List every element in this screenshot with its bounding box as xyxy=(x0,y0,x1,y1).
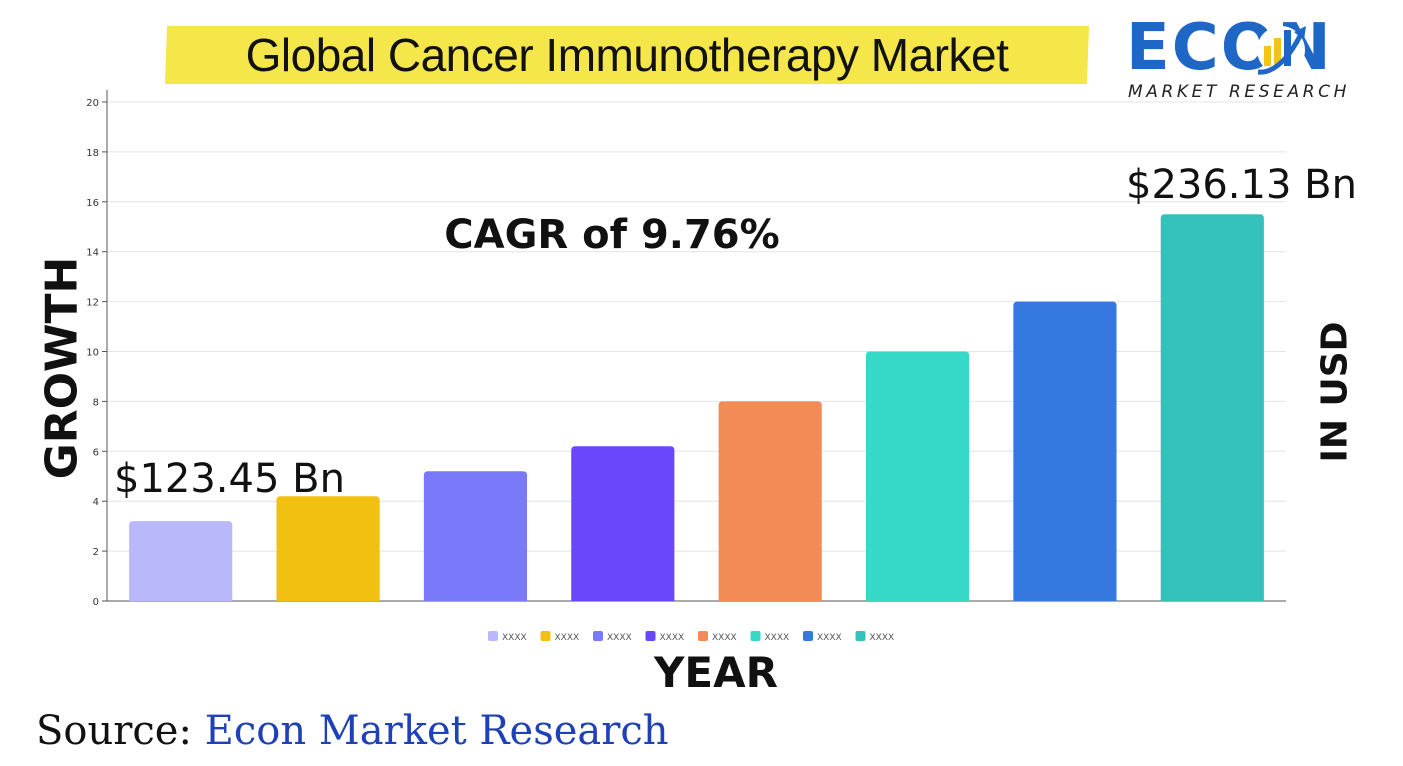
legend-swatch xyxy=(855,631,866,641)
chart-title: Global Cancer Immunotherapy Market xyxy=(245,29,1009,81)
legend-label: XXXX xyxy=(817,633,842,643)
bar-4 xyxy=(571,446,675,601)
legend-swatch xyxy=(750,631,761,641)
y-tick-label: 0 xyxy=(93,597,99,608)
end-value-label: $236.13 Bn xyxy=(1126,162,1357,208)
bars xyxy=(129,214,1264,601)
y-tick-label: 16 xyxy=(86,198,99,209)
legend-label: XXXX xyxy=(660,633,685,643)
logo-subtitle: MARKET RESEARCH xyxy=(1128,82,1350,102)
bar-2 xyxy=(276,496,380,601)
source-prefix: Source: xyxy=(36,708,192,754)
y-tick-label: 14 xyxy=(86,248,99,259)
legend-swatch xyxy=(698,631,708,641)
source-name: Econ Market Research xyxy=(204,708,669,754)
bar-6 xyxy=(865,351,970,601)
legend-swatch xyxy=(488,631,498,641)
cagr-annotation: CAGR of 9.76% xyxy=(444,212,779,258)
bar-7 xyxy=(1013,301,1117,601)
y-tick-label: 18 xyxy=(86,148,99,159)
brand-logo: ECON MARKET RESEARCH xyxy=(1124,10,1384,110)
legend-swatch xyxy=(645,631,656,641)
legend-label: XXXX xyxy=(502,633,527,643)
legend-label: XXXX xyxy=(555,633,580,643)
legend-swatch xyxy=(540,631,551,641)
bar-5 xyxy=(718,401,822,601)
y-tick-label: 8 xyxy=(93,397,99,408)
source-line: Source: Econ Market Research xyxy=(36,708,669,754)
legend-label: XXXX xyxy=(765,633,790,643)
legend: XXXX XXXX XXXX XXXX XXXX XXXX XXXX XXXX xyxy=(488,631,894,643)
growth-chart-icon xyxy=(1257,26,1306,75)
bar-3 xyxy=(423,471,528,601)
bar-8 xyxy=(1160,214,1264,601)
legend-swatch xyxy=(803,631,813,641)
y-tick-label: 6 xyxy=(93,447,99,458)
y-tick-label: 12 xyxy=(86,298,99,309)
legend-label: XXXX xyxy=(607,633,632,643)
y-tick-label: 2 xyxy=(93,547,99,558)
legend-label: XXXX xyxy=(870,633,895,643)
bar-1 xyxy=(129,521,233,601)
start-value-label: $123.45 Bn xyxy=(114,456,345,502)
y-tick-label: 10 xyxy=(86,348,99,359)
y-tick-label: 20 xyxy=(86,98,99,109)
x-axis-title: YEAR xyxy=(654,648,778,697)
legend-swatch xyxy=(593,631,603,641)
y-tick-label: 4 xyxy=(93,497,99,508)
y-tick-labels: 0 2 4 6 8 10 12 14 16 18 20 xyxy=(86,98,107,608)
legend-label: XXXX xyxy=(712,633,737,643)
